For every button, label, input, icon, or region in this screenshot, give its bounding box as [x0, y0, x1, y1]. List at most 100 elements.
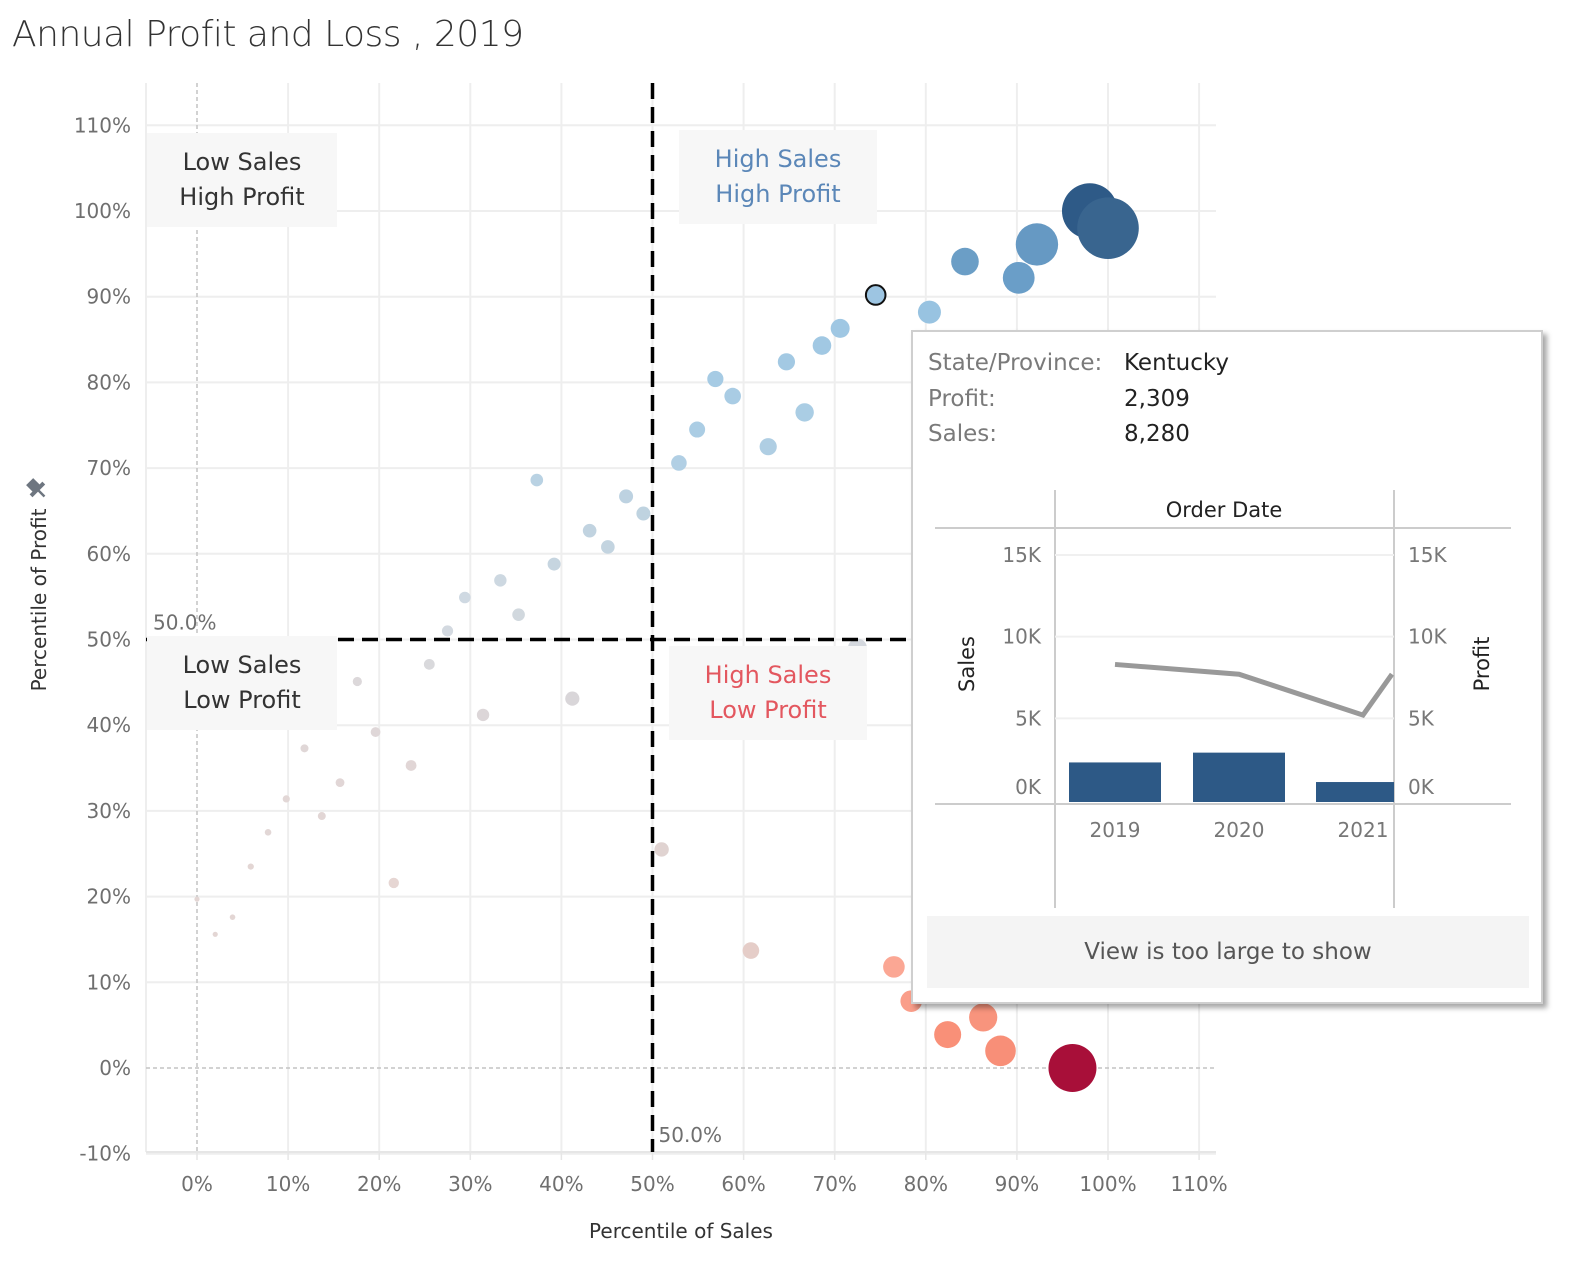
scatter-point[interactable]: [352, 676, 362, 687]
y-tick-label: 100%: [74, 199, 131, 223]
scatter-point[interactable]: [636, 506, 651, 521]
scatter-point[interactable]: [777, 353, 796, 371]
scatter-point[interactable]: [654, 842, 669, 857]
mini-left-tick-label: 5K: [1015, 706, 1042, 730]
scatter-point[interactable]: [247, 863, 254, 870]
mini-sales-bar[interactable]: [1069, 762, 1161, 802]
scatter-point[interactable]: [1002, 261, 1035, 294]
scatter-point[interactable]: [459, 591, 471, 604]
scatter-point[interactable]: [264, 829, 272, 836]
y-tick-label: 90%: [87, 285, 131, 309]
quadrant-line-2: High Profit: [715, 180, 841, 208]
zero-lines: [146, 83, 1216, 1152]
scatter-point[interactable]: [582, 523, 597, 538]
scatter-point[interactable]: [194, 896, 200, 902]
scatter-point[interactable]: [724, 387, 741, 405]
y-tick-label: 110%: [74, 113, 131, 137]
scatter-point[interactable]: [671, 455, 687, 471]
scatter-point[interactable]: [1077, 197, 1139, 259]
mini-right-tick-label: 5K: [1408, 706, 1435, 730]
mini-left-tick-label: 0K: [1015, 775, 1042, 799]
x-reference-label: 50.0%: [659, 1123, 723, 1147]
scatter-point[interactable]: [423, 658, 435, 670]
mini-right-axis-title: Profit: [1470, 637, 1494, 692]
tooltip-label: State/Province:: [928, 350, 1103, 376]
mini-right-tick-label: 0K: [1408, 775, 1435, 799]
mini-chart-gridlines: [1055, 554, 1394, 720]
x-axis-title: Percentile of Sales: [589, 1219, 773, 1243]
x-axis-ticks: 0% 10% 20% 30% 40% 50% 60% 70% 80% 90% 100% 110%: [181, 1152, 1228, 1196]
mini-left-axis-ticks: 15K 10K 5K 0K: [1002, 543, 1041, 799]
scatter-point[interactable]: [1015, 223, 1059, 266]
scatter-point[interactable]: [405, 760, 417, 771]
x-tick-label: 90%: [995, 1172, 1039, 1196]
scatter-point[interactable]: [388, 877, 399, 889]
y-tick-label: 80%: [87, 370, 131, 394]
scatter-point[interactable]: [707, 370, 724, 388]
y-tick-label: 20%: [87, 885, 131, 909]
x-tick-label: 40%: [539, 1172, 583, 1196]
scatter-point[interactable]: [317, 812, 326, 821]
x-tick-label: 0%: [181, 1172, 213, 1196]
scatter-point[interactable]: [476, 708, 490, 722]
tooltip-value: Kentucky: [1124, 350, 1230, 376]
quadrant-line-2: Low Profit: [709, 696, 827, 724]
scatter-point[interactable]: [812, 336, 832, 355]
scatter-point[interactable]: [512, 608, 525, 621]
scatter-point[interactable]: [689, 421, 706, 438]
scatter-point[interactable]: [335, 778, 345, 788]
scatter-point[interactable]: [917, 300, 941, 324]
scatter-point[interactable]: [951, 247, 979, 276]
scatter-point[interactable]: [1048, 1044, 1097, 1092]
scatter-point[interactable]: [229, 914, 236, 920]
scatter-point[interactable]: [601, 540, 615, 554]
scatter-point[interactable]: [530, 473, 544, 487]
mini-right-axis-ticks: 15K 10K 5K 0K: [1408, 543, 1447, 799]
tooltip-value: 8,280: [1124, 421, 1190, 447]
scatter-point[interactable]: [759, 438, 777, 456]
mini-profit-line[interactable]: [1114, 661, 1395, 719]
x-tick-label: 110%: [1171, 1172, 1228, 1196]
scatter-point[interactable]: [883, 956, 905, 978]
highlighted-point[interactable]: [864, 284, 887, 306]
quadrant-line-1: High Sales: [704, 661, 832, 689]
scatter-point[interactable]: [441, 625, 454, 637]
tooltip-row-sales: Sales: 8,280: [928, 421, 1190, 447]
y-reference-label: 50.0%: [153, 611, 217, 635]
y-tick-label: 50%: [87, 628, 131, 652]
tooltip-label: Profit:: [928, 386, 996, 412]
scatter-point[interactable]: [494, 574, 507, 587]
mini-x-tick-label: 2021: [1338, 818, 1389, 842]
y-tick-label: 10%: [87, 970, 131, 994]
scatter-point[interactable]: [565, 691, 580, 706]
quadrant-line-2: High Profit: [179, 183, 305, 211]
tooltip-value: 2,309: [1124, 386, 1190, 412]
tooltip-label: Sales:: [928, 421, 997, 447]
scatter-point[interactable]: [985, 1035, 1016, 1067]
mini-chart-title: Order Date: [1166, 498, 1283, 522]
scatter-point[interactable]: [547, 557, 561, 571]
mini-sales-bar[interactable]: [1316, 782, 1394, 802]
reference-lines: 50.0% 50.0%: [146, 83, 910, 1152]
tooltip-row-profit: Profit: 2,309: [928, 386, 1190, 412]
scatter-point[interactable]: [795, 403, 814, 422]
scatter-point[interactable]: [282, 795, 290, 803]
x-tick-label: 20%: [357, 1172, 401, 1196]
scatter-point[interactable]: [934, 1021, 962, 1049]
scatter-point[interactable]: [300, 744, 309, 753]
mini-left-tick-label: 10K: [1002, 625, 1041, 649]
pin-icon[interactable]: [23, 475, 51, 503]
scatter-point[interactable]: [619, 489, 634, 504]
scatter-point[interactable]: [969, 1003, 998, 1032]
scatter-point[interactable]: [742, 942, 760, 959]
x-tick-label: 60%: [721, 1172, 765, 1196]
tooltip-row-state: State/Province: Kentucky: [928, 350, 1229, 376]
quadrant-label-high-sales-high-profit: High Sales High Profit: [679, 130, 877, 224]
x-tick-label: 70%: [812, 1172, 856, 1196]
scatter-point[interactable]: [830, 318, 850, 338]
mini-right-tick-label: 10K: [1408, 625, 1447, 649]
x-tick-label: 30%: [448, 1172, 492, 1196]
scatter-point[interactable]: [212, 931, 218, 937]
mini-sales-bar[interactable]: [1193, 752, 1285, 802]
scatter-point[interactable]: [370, 727, 381, 737]
